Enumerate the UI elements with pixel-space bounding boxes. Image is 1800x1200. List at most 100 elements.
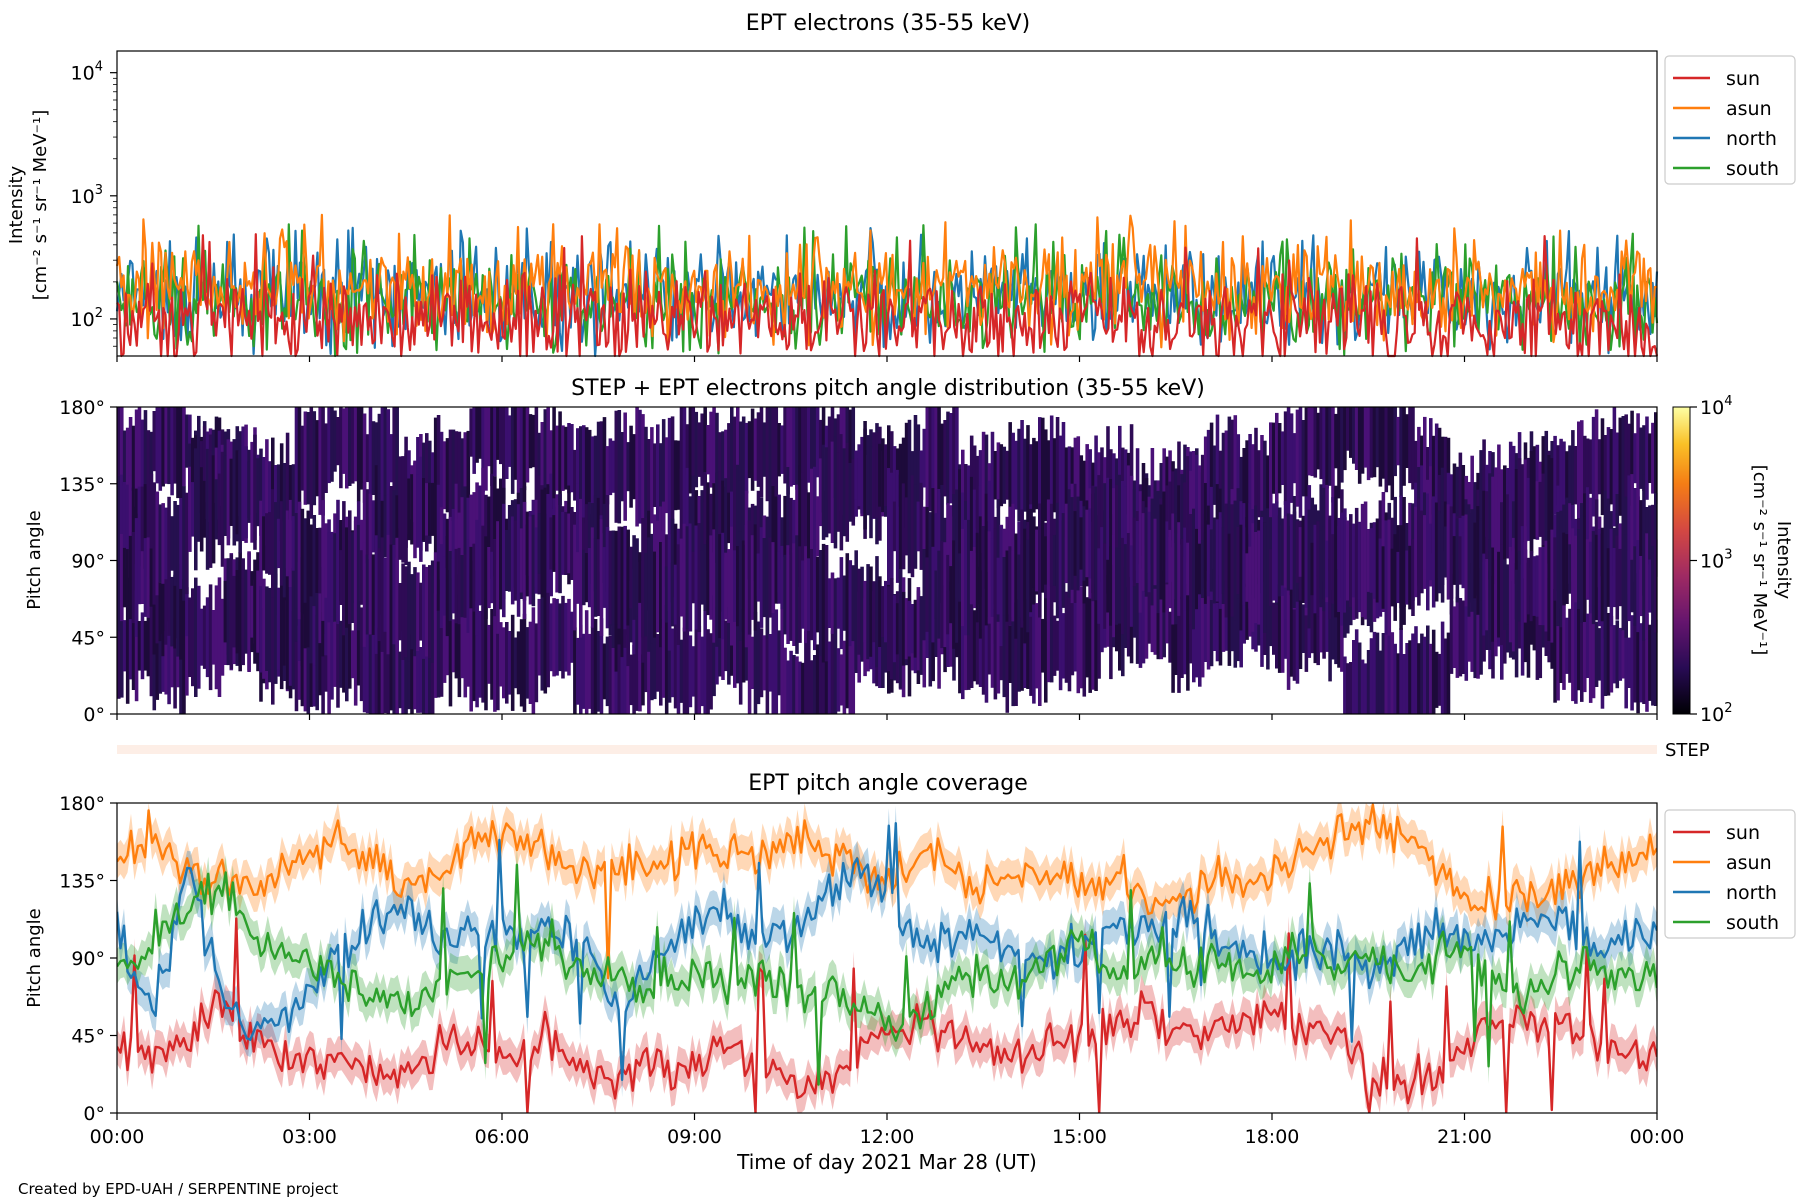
heatmap-cell bbox=[1393, 643, 1397, 714]
panel-pitch-angle-coverage: EPT pitch angle coverage 0°45°90°135°180… bbox=[24, 771, 1796, 1125]
heatmap-cell bbox=[1535, 555, 1540, 617]
heatmap-cell bbox=[804, 407, 808, 494]
heatmap-cell bbox=[747, 421, 752, 479]
heatmap-cell bbox=[691, 475, 696, 578]
heatmap-cell bbox=[1346, 407, 1350, 451]
heatmap-cell bbox=[1215, 414, 1220, 536]
heatmap-cell bbox=[487, 496, 491, 557]
heatmap-cell bbox=[436, 594, 441, 698]
heatmap-cell bbox=[1174, 513, 1178, 625]
heatmap-cell bbox=[262, 457, 266, 528]
heatmap-cell bbox=[1174, 475, 1178, 544]
heatmap-cell bbox=[1289, 413, 1294, 503]
heatmap-cell bbox=[1455, 466, 1460, 552]
heatmap-cell bbox=[904, 422, 909, 528]
heatmap-cell bbox=[1245, 553, 1249, 602]
heatmap-cell bbox=[1375, 632, 1380, 714]
heatmap-cell bbox=[451, 508, 456, 578]
heatmap-cell bbox=[312, 557, 317, 666]
heatmap-cell bbox=[487, 624, 491, 684]
heatmap-cell bbox=[505, 530, 509, 591]
heatmap-cell bbox=[1313, 407, 1318, 478]
heatmap-cell bbox=[549, 430, 553, 486]
heatmap-cell bbox=[428, 631, 432, 714]
heatmap-cell bbox=[975, 607, 980, 685]
heatmap-cell bbox=[1295, 573, 1300, 684]
heatmap-cell bbox=[1115, 485, 1119, 568]
heatmap-cell bbox=[564, 602, 568, 672]
legend-asun-label: asun bbox=[1726, 852, 1772, 874]
heatmap-cell bbox=[987, 480, 992, 572]
heatmap-cell bbox=[1568, 503, 1572, 584]
heatmap-cell bbox=[688, 523, 693, 632]
y-tick-label: 135° bbox=[59, 474, 105, 496]
heatmap-cell bbox=[395, 613, 399, 714]
heatmap-cell bbox=[1550, 529, 1554, 643]
heatmap-cell bbox=[596, 631, 601, 712]
heatmap-cell bbox=[1352, 523, 1356, 598]
x-tick-label: 00:00 bbox=[90, 1126, 145, 1148]
heatmap-cell bbox=[395, 407, 399, 514]
heatmap-cell bbox=[137, 407, 142, 514]
heatmap-cell bbox=[217, 577, 222, 697]
heatmap-cell bbox=[626, 634, 630, 714]
heatmap-cell bbox=[321, 407, 325, 516]
heatmap-cell bbox=[664, 534, 669, 587]
heatmap-cell bbox=[1245, 517, 1249, 587]
heatmap-cell bbox=[315, 420, 319, 497]
heatmap-cell bbox=[531, 607, 536, 714]
heatmap-cell bbox=[1337, 526, 1341, 612]
heatmap-cell bbox=[975, 455, 980, 529]
heatmap-cell bbox=[993, 528, 998, 644]
heatmap-cell bbox=[1612, 625, 1617, 684]
heatmap-cell bbox=[1606, 548, 1611, 607]
heatmap-cell bbox=[457, 594, 462, 698]
heatmap-cell bbox=[1112, 453, 1116, 515]
legend-north-label: north bbox=[1726, 128, 1777, 150]
heatmap-cell bbox=[1357, 642, 1362, 714]
heatmap-cell bbox=[981, 596, 986, 695]
heatmap-cell bbox=[522, 501, 527, 620]
heatmap-cell bbox=[813, 407, 817, 478]
heatmap-cell bbox=[1553, 435, 1557, 515]
heatmap-cell bbox=[490, 551, 494, 604]
heatmap-cell bbox=[1292, 433, 1297, 484]
panel1-ylabel-line1: Intensity bbox=[6, 165, 27, 244]
heatmap-cell bbox=[990, 466, 995, 587]
heatmap-cell bbox=[1642, 425, 1646, 492]
panel2-ylabel: Pitch angle bbox=[24, 510, 45, 609]
heatmap-cell bbox=[721, 431, 725, 486]
colorbar-tick-label: 104 bbox=[1700, 394, 1732, 419]
heatmap-cell bbox=[422, 564, 426, 659]
heatmap-cell bbox=[490, 407, 494, 487]
heatmap-cell bbox=[961, 592, 965, 700]
heatmap-cell bbox=[1627, 637, 1631, 688]
heatmap-cell bbox=[952, 540, 956, 649]
heatmap-cell bbox=[386, 624, 391, 714]
heatmap-cell bbox=[1494, 547, 1498, 642]
heatmap-cell bbox=[676, 440, 681, 510]
heatmap-cell bbox=[632, 535, 636, 620]
heatmap-cell bbox=[1132, 585, 1137, 638]
heatmap-cell bbox=[813, 655, 817, 714]
heatmap-cell bbox=[590, 626, 595, 714]
heatmap-cell bbox=[1218, 512, 1223, 609]
heatmap-cell bbox=[587, 548, 592, 608]
heatmap-cell bbox=[629, 425, 633, 508]
heatmap-cell bbox=[1458, 598, 1463, 677]
heatmap-cell bbox=[395, 495, 399, 558]
heatmap-cell bbox=[972, 610, 977, 682]
heatmap-cell bbox=[558, 493, 562, 594]
heatmap-cell bbox=[262, 578, 266, 679]
heatmap-cell bbox=[1429, 523, 1433, 581]
heatmap-cell bbox=[173, 617, 177, 709]
heatmap-cell bbox=[964, 464, 968, 521]
series-sun-band bbox=[117, 901, 1657, 1113]
heatmap-cell bbox=[430, 628, 435, 714]
heatmap-cell bbox=[1366, 529, 1371, 592]
heatmap-cell bbox=[478, 610, 482, 698]
heatmap-cell bbox=[1180, 474, 1184, 545]
heatmap-cell bbox=[845, 553, 850, 653]
heatmap-cell bbox=[1079, 455, 1084, 530]
heatmap-cell bbox=[244, 446, 248, 539]
